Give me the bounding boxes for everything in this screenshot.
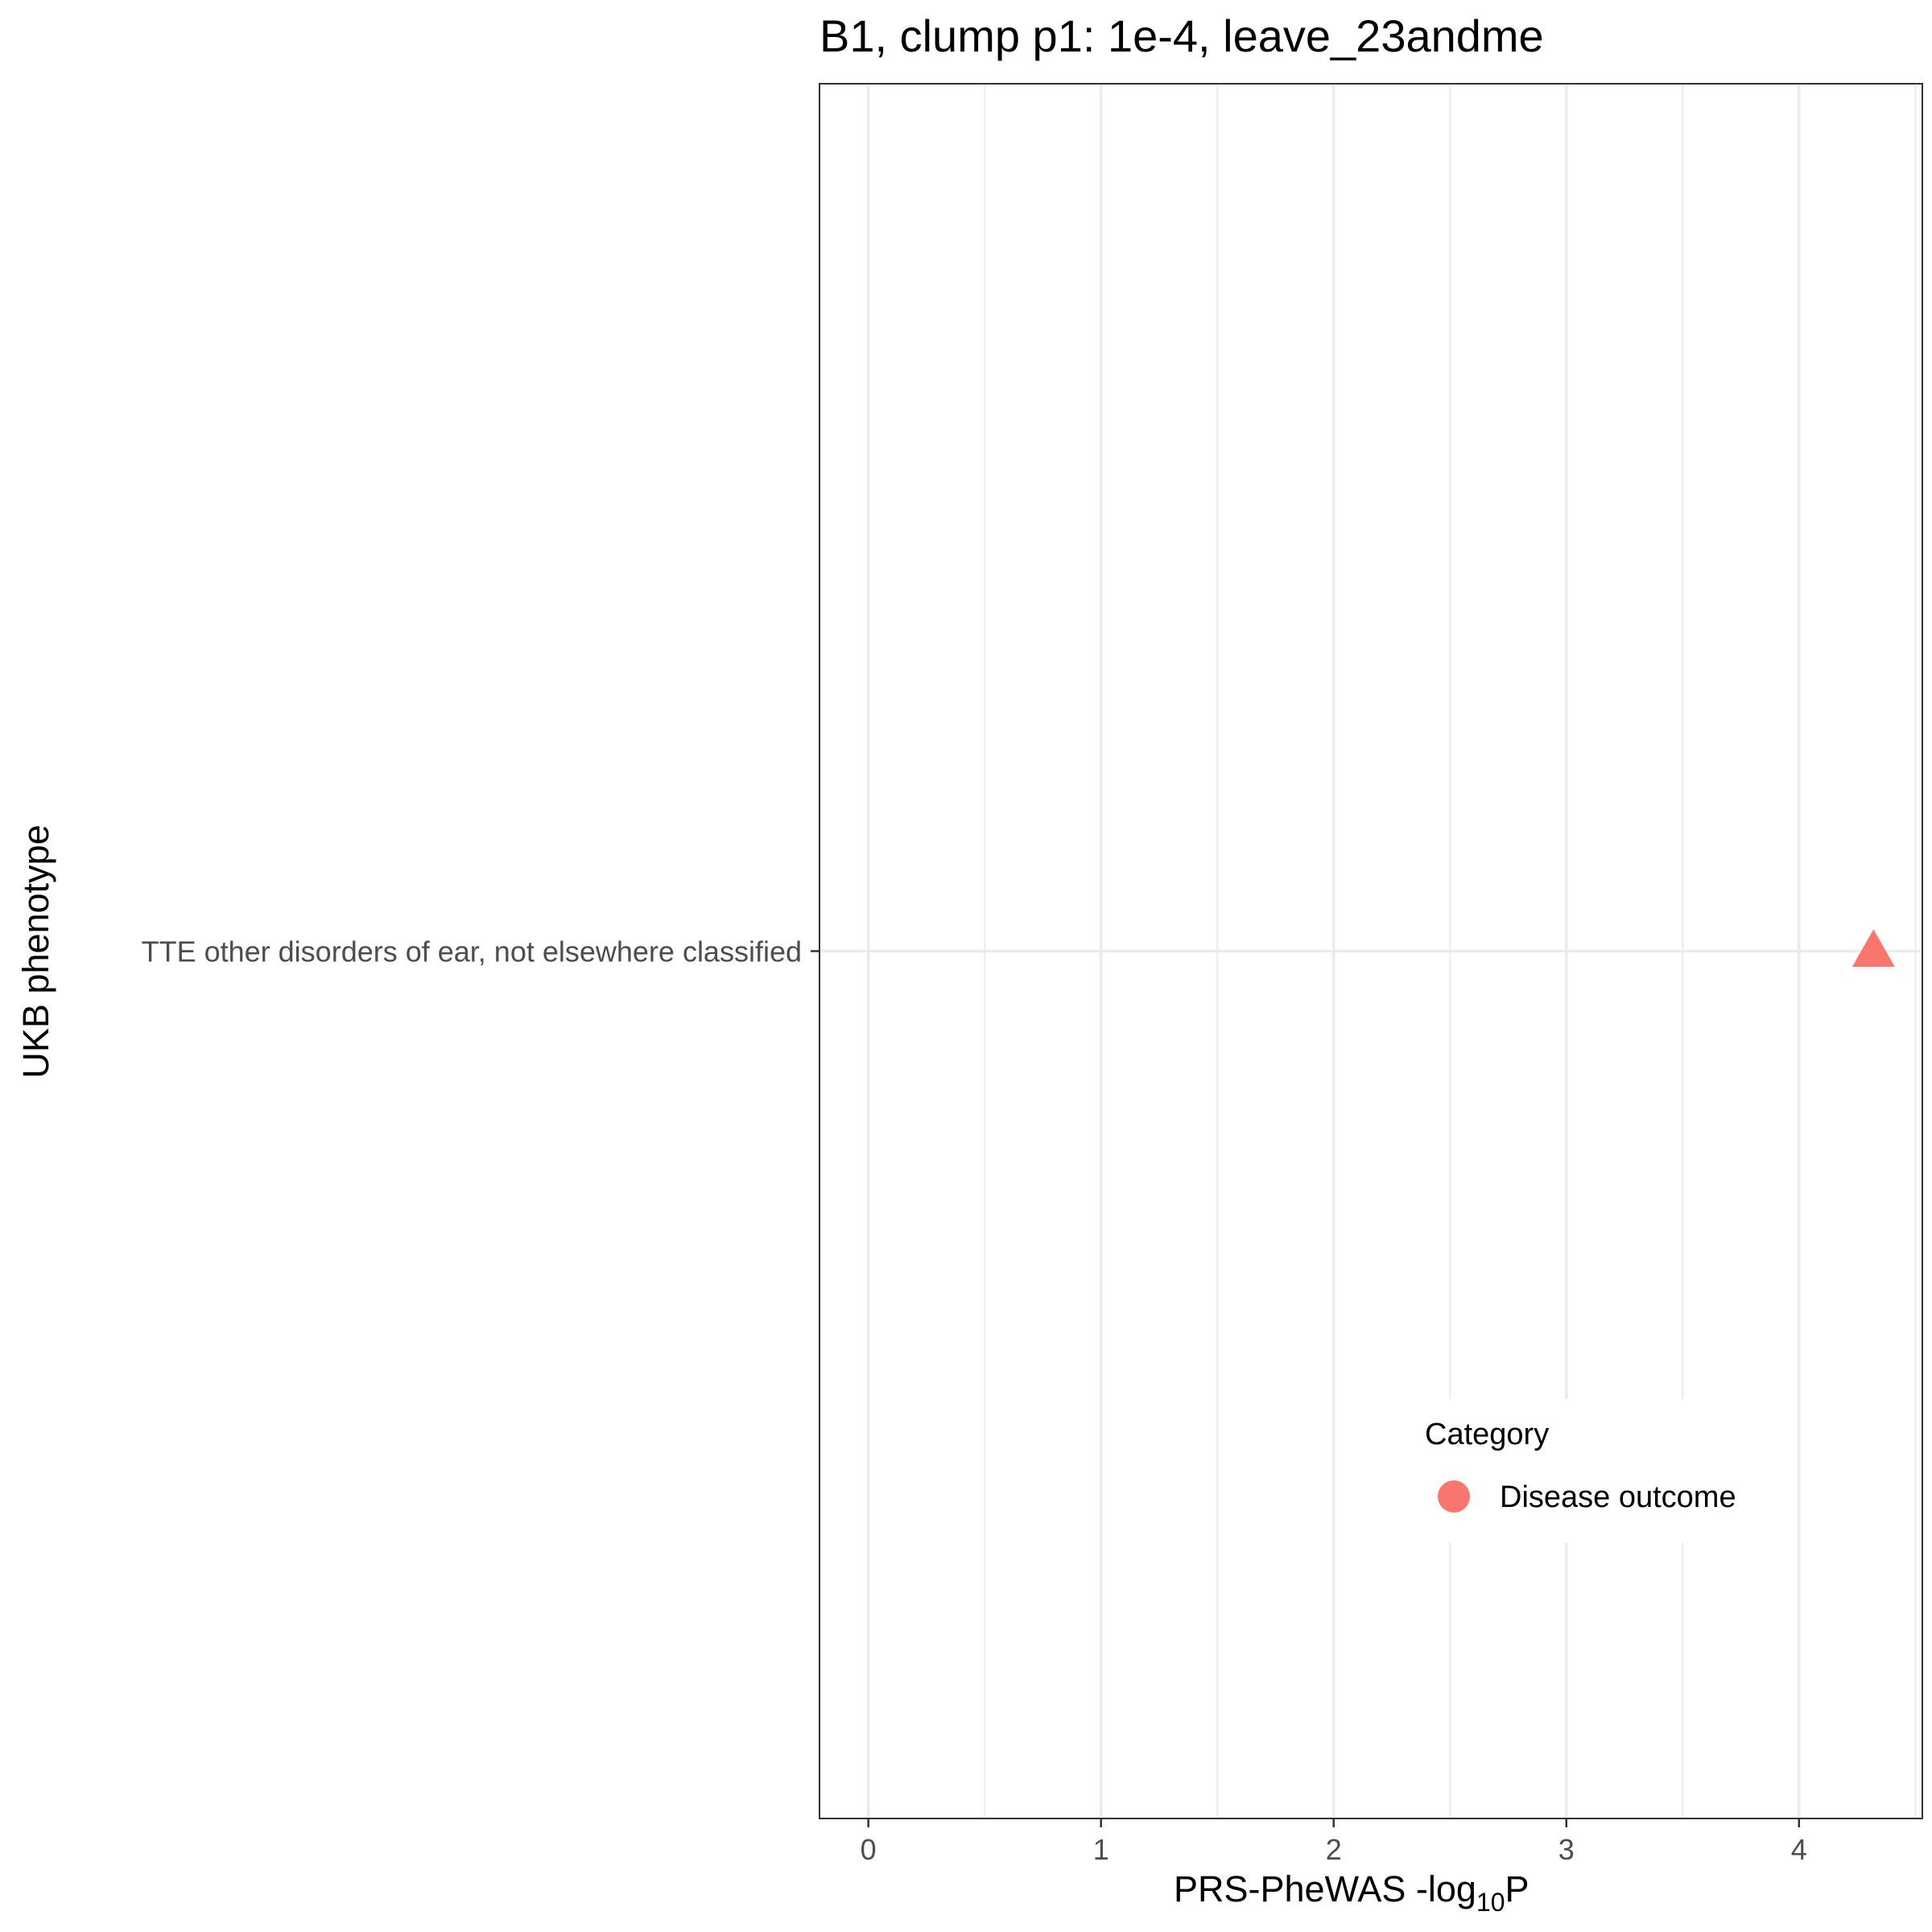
x-axis: 0 1 2 3 4 (861, 1818, 1807, 1866)
y-axis: TTE other disorders of ear, not elsewher… (142, 935, 819, 968)
x-tick-label: 3 (1558, 1833, 1575, 1866)
y-tick-label: TTE other disorders of ear, not elsewher… (142, 935, 802, 968)
data-points (1852, 929, 1895, 967)
legend-background (1407, 1399, 1794, 1542)
legend-title: Category (1425, 1418, 1549, 1451)
x-tick-label: 2 (1326, 1833, 1342, 1866)
x-tick-label: 0 (861, 1833, 877, 1866)
legend: Category Disease outcome (1407, 1399, 1794, 1542)
grid-major (819, 84, 1922, 1818)
data-point-triangle (1852, 929, 1895, 967)
legend-key-disease-outcome (1438, 1480, 1470, 1513)
y-axis-title: UKB phenotype (15, 824, 56, 1078)
x-tick-label: 1 (1093, 1833, 1109, 1866)
x-tick-label: 4 (1791, 1833, 1807, 1866)
plot-panel: Category Disease outcome (819, 83, 1923, 1819)
x-axis-title-tail: P (1505, 1868, 1530, 1909)
chart-title: B1, clump p1: 1e-4, leave_23andme (819, 10, 1544, 61)
x-axis-title: PRS-PheWAS -log10P (1174, 1868, 1530, 1917)
legend-label-disease-outcome: Disease outcome (1500, 1480, 1736, 1514)
x-axis-title-subscript: 10 (1476, 1888, 1505, 1917)
x-axis-title-main: PRS-PheWAS -log (1174, 1868, 1476, 1909)
